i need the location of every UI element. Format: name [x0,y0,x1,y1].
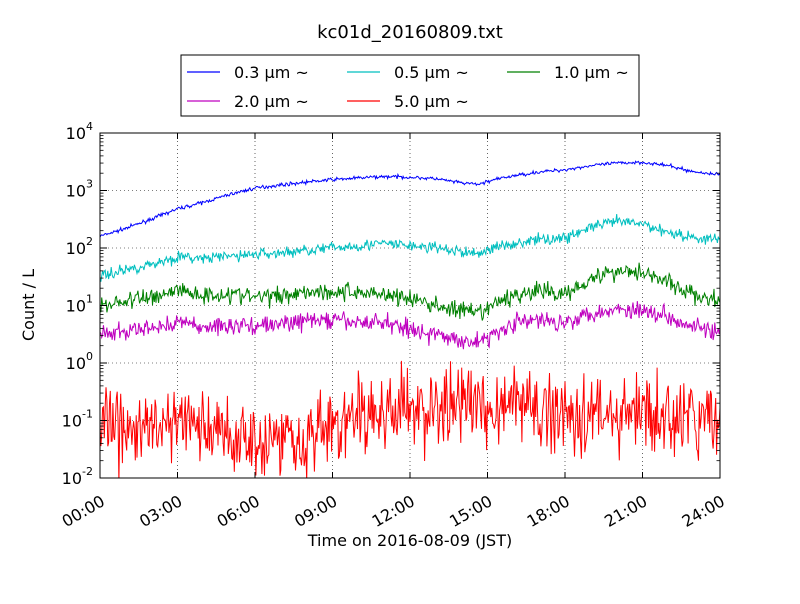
chart-title: kc01d_20160809.txt [317,22,503,43]
legend-label: 2.0 μm ~ [234,92,309,111]
series-line [100,262,720,321]
y-tick-label: 102 [66,235,93,258]
y-tick-label: 10-1 [62,408,93,431]
legend-label: 5.0 μm ~ [394,92,469,111]
legend-label: 1.0 μm ~ [554,63,629,82]
series-line [100,160,720,238]
y-tick-label: 100 [66,350,93,373]
axis-ticks [99,132,721,479]
series-line [100,301,720,350]
legend-label: 0.5 μm ~ [394,63,469,82]
series-line [100,213,720,282]
y-tick-label: 10-2 [62,465,93,488]
y-axis-label: Count / L [19,269,38,341]
y-tick-label: 101 [66,293,93,316]
legend: 0.3 μm ~ 0.5 μm ~ 1.0 μm ~ 2.0 μm ~ 5.0 μm ~ [180,54,640,117]
y-tick-label: 104 [66,120,93,143]
series-lines [100,160,720,478]
x-axis-label: Time on 2016-08-09 (JST) [307,531,512,550]
series-line [100,360,720,478]
legend-box [180,54,640,117]
y-tick-label: 103 [66,178,93,201]
y-tick-labels: 10-2 10-1 100 101 102 103 104 [62,120,93,488]
legend-label: 0.3 μm ~ [234,63,309,82]
